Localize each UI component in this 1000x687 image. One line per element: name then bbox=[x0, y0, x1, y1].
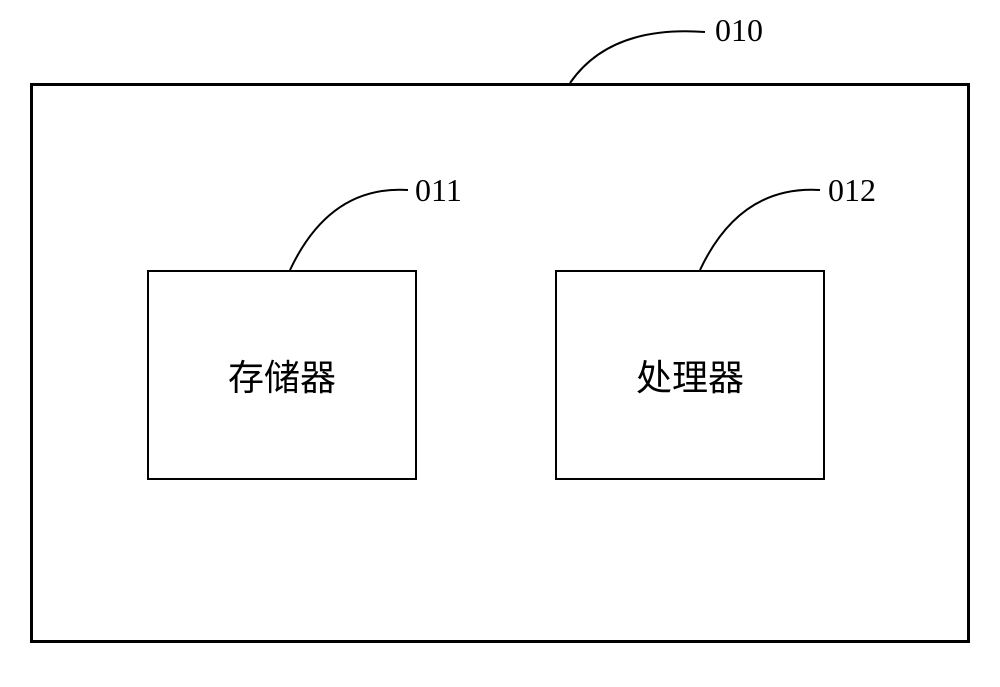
processor-box-label: 处理器 bbox=[636, 349, 744, 401]
memory-box-label: 存储器 bbox=[228, 349, 336, 401]
processor-box: 处理器 bbox=[555, 270, 825, 480]
diagram-canvas: 存储器 处理器 010 011 012 bbox=[0, 0, 1000, 687]
outer-leader-path bbox=[570, 31, 705, 83]
processor-callout-label: 012 bbox=[828, 172, 876, 209]
memory-callout-label: 011 bbox=[415, 172, 462, 209]
memory-box: 存储器 bbox=[147, 270, 417, 480]
outer-callout-label: 010 bbox=[715, 12, 763, 49]
